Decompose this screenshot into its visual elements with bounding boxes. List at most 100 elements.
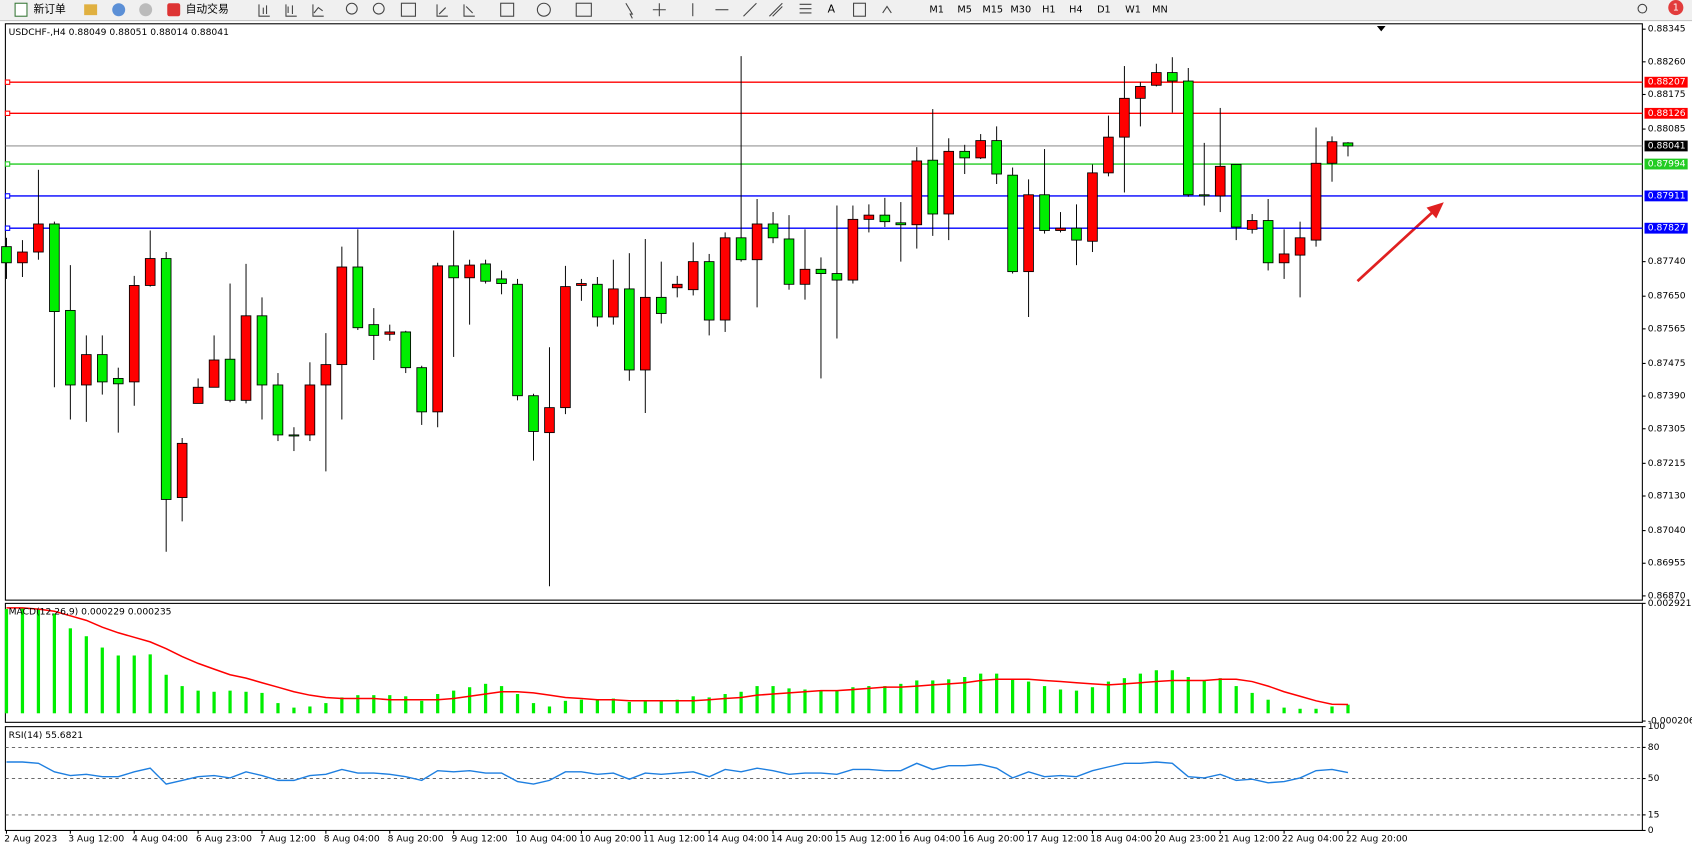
- candle-body: [384, 331, 396, 335]
- bar-chart-icon[interactable]: [258, 4, 270, 17]
- y-tick-label: 0.88260: [1648, 56, 1686, 67]
- macd-bar: [851, 687, 855, 714]
- x-tick-label: 15 Aug 12:00: [835, 834, 897, 845]
- timeframe-button[interactable]: M1: [929, 5, 944, 16]
- channel-icon[interactable]: [769, 2, 783, 17]
- y-tick-label: -0.000206: [1648, 716, 1692, 727]
- candle-body: [592, 283, 603, 318]
- timeframe-button[interactable]: M30: [1010, 5, 1031, 16]
- templates-icon[interactable]: [575, 2, 592, 17]
- candle-body: [831, 273, 843, 281]
- timeframe-button[interactable]: W1: [1125, 5, 1141, 16]
- toolbar-bg: [0, 0, 1692, 21]
- arrows-icon[interactable]: [882, 5, 892, 14]
- tile-icon[interactable]: [400, 2, 416, 17]
- macd-bar: [819, 690, 823, 714]
- auto-trading[interactable]: 自动交易: [186, 2, 229, 16]
- candle-body: [81, 354, 92, 386]
- candle-body: [640, 296, 651, 371]
- timeframe-button[interactable]: H1: [1042, 5, 1055, 16]
- line-chart-icon[interactable]: [312, 4, 324, 17]
- macd-bar: [643, 700, 647, 714]
- x-tick-label: 2 Aug 2023: [4, 834, 57, 845]
- macd-bar: [36, 609, 41, 714]
- tool-icon[interactable]: [112, 3, 126, 17]
- macd-bar: [1298, 708, 1302, 714]
- timeframe-button[interactable]: H4: [1069, 5, 1082, 16]
- x-tick-label: 14 Aug 04:00: [707, 834, 769, 845]
- candle-body: [767, 223, 779, 239]
- zoom-out-icon[interactable]: [372, 2, 385, 15]
- macd-bar: [1170, 670, 1174, 714]
- x-tick-label: 16 Aug 20:00: [963, 834, 1025, 845]
- candle-body: [1342, 142, 1354, 147]
- candle-body: [176, 442, 188, 498]
- candle-body: [448, 265, 459, 279]
- candle-body: [128, 285, 140, 383]
- macd-bar: [4, 609, 9, 714]
- candle-body: [847, 218, 859, 281]
- timeframe-button[interactable]: M15: [982, 5, 1003, 16]
- candle-body: [1246, 220, 1258, 230]
- tool-icon[interactable]: [139, 3, 153, 17]
- y-tick-label: 0.87650: [1648, 291, 1686, 302]
- fibo-icon[interactable]: [799, 3, 812, 14]
- tool-icon[interactable]: [84, 4, 98, 16]
- candle-body: [735, 237, 747, 261]
- new-order-icon[interactable]: [14, 2, 28, 17]
- macd-bar: [595, 699, 599, 714]
- indicators-icon[interactable]: [500, 2, 515, 17]
- candle-body: [1262, 220, 1274, 264]
- macd-bar: [68, 628, 72, 714]
- macd-bar: [180, 686, 184, 714]
- macd-bar: [100, 647, 104, 714]
- panel-title: RSI(14) 55.6821: [9, 730, 84, 741]
- cursor-icon[interactable]: [625, 2, 634, 19]
- candle-body: [144, 258, 156, 286]
- macd-bar: [931, 680, 935, 714]
- y-tick-label: 0.86870: [1648, 590, 1686, 601]
- x-tick-label: 8 Aug 04:00: [324, 834, 380, 845]
- notification-badge[interactable]: [1668, 0, 1684, 16]
- candle-body: [879, 214, 891, 223]
- panel-title: MACD(12,26,9) 0.000229 0.000235: [9, 607, 172, 618]
- timeframe-button[interactable]: M5: [957, 5, 972, 16]
- timeframe-button[interactable]: MN: [1152, 5, 1168, 16]
- scroll-icon[interactable]: [436, 4, 448, 17]
- macd-bar: [1314, 708, 1318, 714]
- level-handle: [4, 110, 11, 117]
- auto-trading-icon[interactable]: [167, 3, 181, 17]
- label-icon[interactable]: [853, 2, 866, 17]
- level-handle: [4, 225, 11, 231]
- timeframe-button[interactable]: D1: [1097, 5, 1111, 16]
- macd-bar: [276, 703, 280, 714]
- candle-icon[interactable]: [285, 4, 297, 17]
- trendline-icon[interactable]: [743, 2, 757, 17]
- crosshair-icon[interactable]: [652, 3, 666, 17]
- text-icon[interactable]: A: [828, 3, 836, 16]
- candle-body: [320, 364, 332, 386]
- candle-body: [1182, 80, 1194, 196]
- candle-body: [671, 283, 683, 289]
- candle-body: [1198, 194, 1210, 197]
- candle-body: [1167, 72, 1178, 82]
- candle-body: [576, 283, 587, 286]
- macd-bar: [995, 673, 999, 714]
- macd-bar: [579, 699, 584, 714]
- new-order[interactable]: 新订单: [33, 2, 66, 16]
- macd-bar: [1186, 677, 1190, 714]
- y-tick-label: 0.87305: [1648, 423, 1686, 434]
- macd-bar: [499, 686, 504, 714]
- x-tick-label: 3 Aug 12:00: [68, 834, 124, 845]
- macd-bar: [1058, 689, 1063, 714]
- search-icon[interactable]: [1637, 3, 1648, 14]
- zoom-in-icon[interactable]: [345, 2, 358, 15]
- candle-body: [1, 246, 12, 264]
- period-icon[interactable]: [536, 2, 551, 17]
- candle-body: [352, 266, 364, 329]
- shift-icon[interactable]: [463, 4, 475, 17]
- macd-bar: [531, 703, 536, 714]
- macd-bar: [739, 691, 743, 714]
- macd-bar: [547, 706, 552, 714]
